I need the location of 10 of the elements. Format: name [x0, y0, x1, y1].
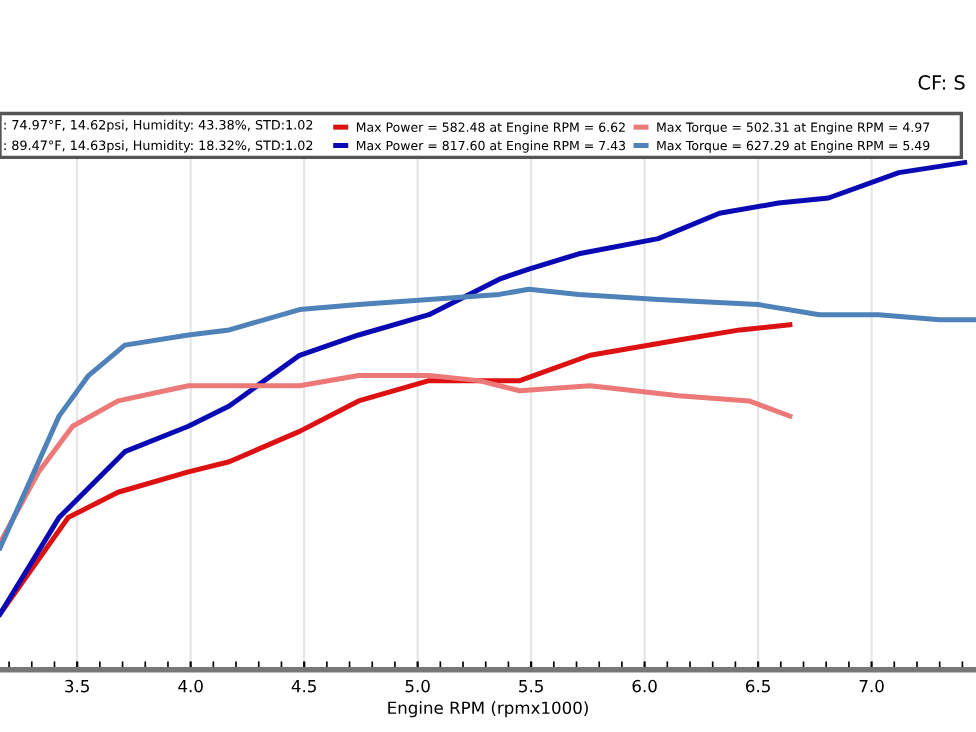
x-tick-label: 6.5: [746, 679, 770, 693]
text: CF: S: [918, 75, 965, 90]
x-tick-label: 4.5: [291, 680, 316, 693]
x-tick-label: 4.0: [178, 679, 203, 693]
x-tick-label: 6.0: [632, 679, 657, 693]
x-tick-label: 7.0: [859, 679, 884, 693]
x-tick-label: 5.0: [405, 679, 430, 693]
x-tick-label: 3.5: [65, 679, 89, 693]
x-tick-label: 5.5: [519, 680, 543, 693]
x-axis-title: Engine RPM (rpmx1000): [388, 701, 588, 718]
